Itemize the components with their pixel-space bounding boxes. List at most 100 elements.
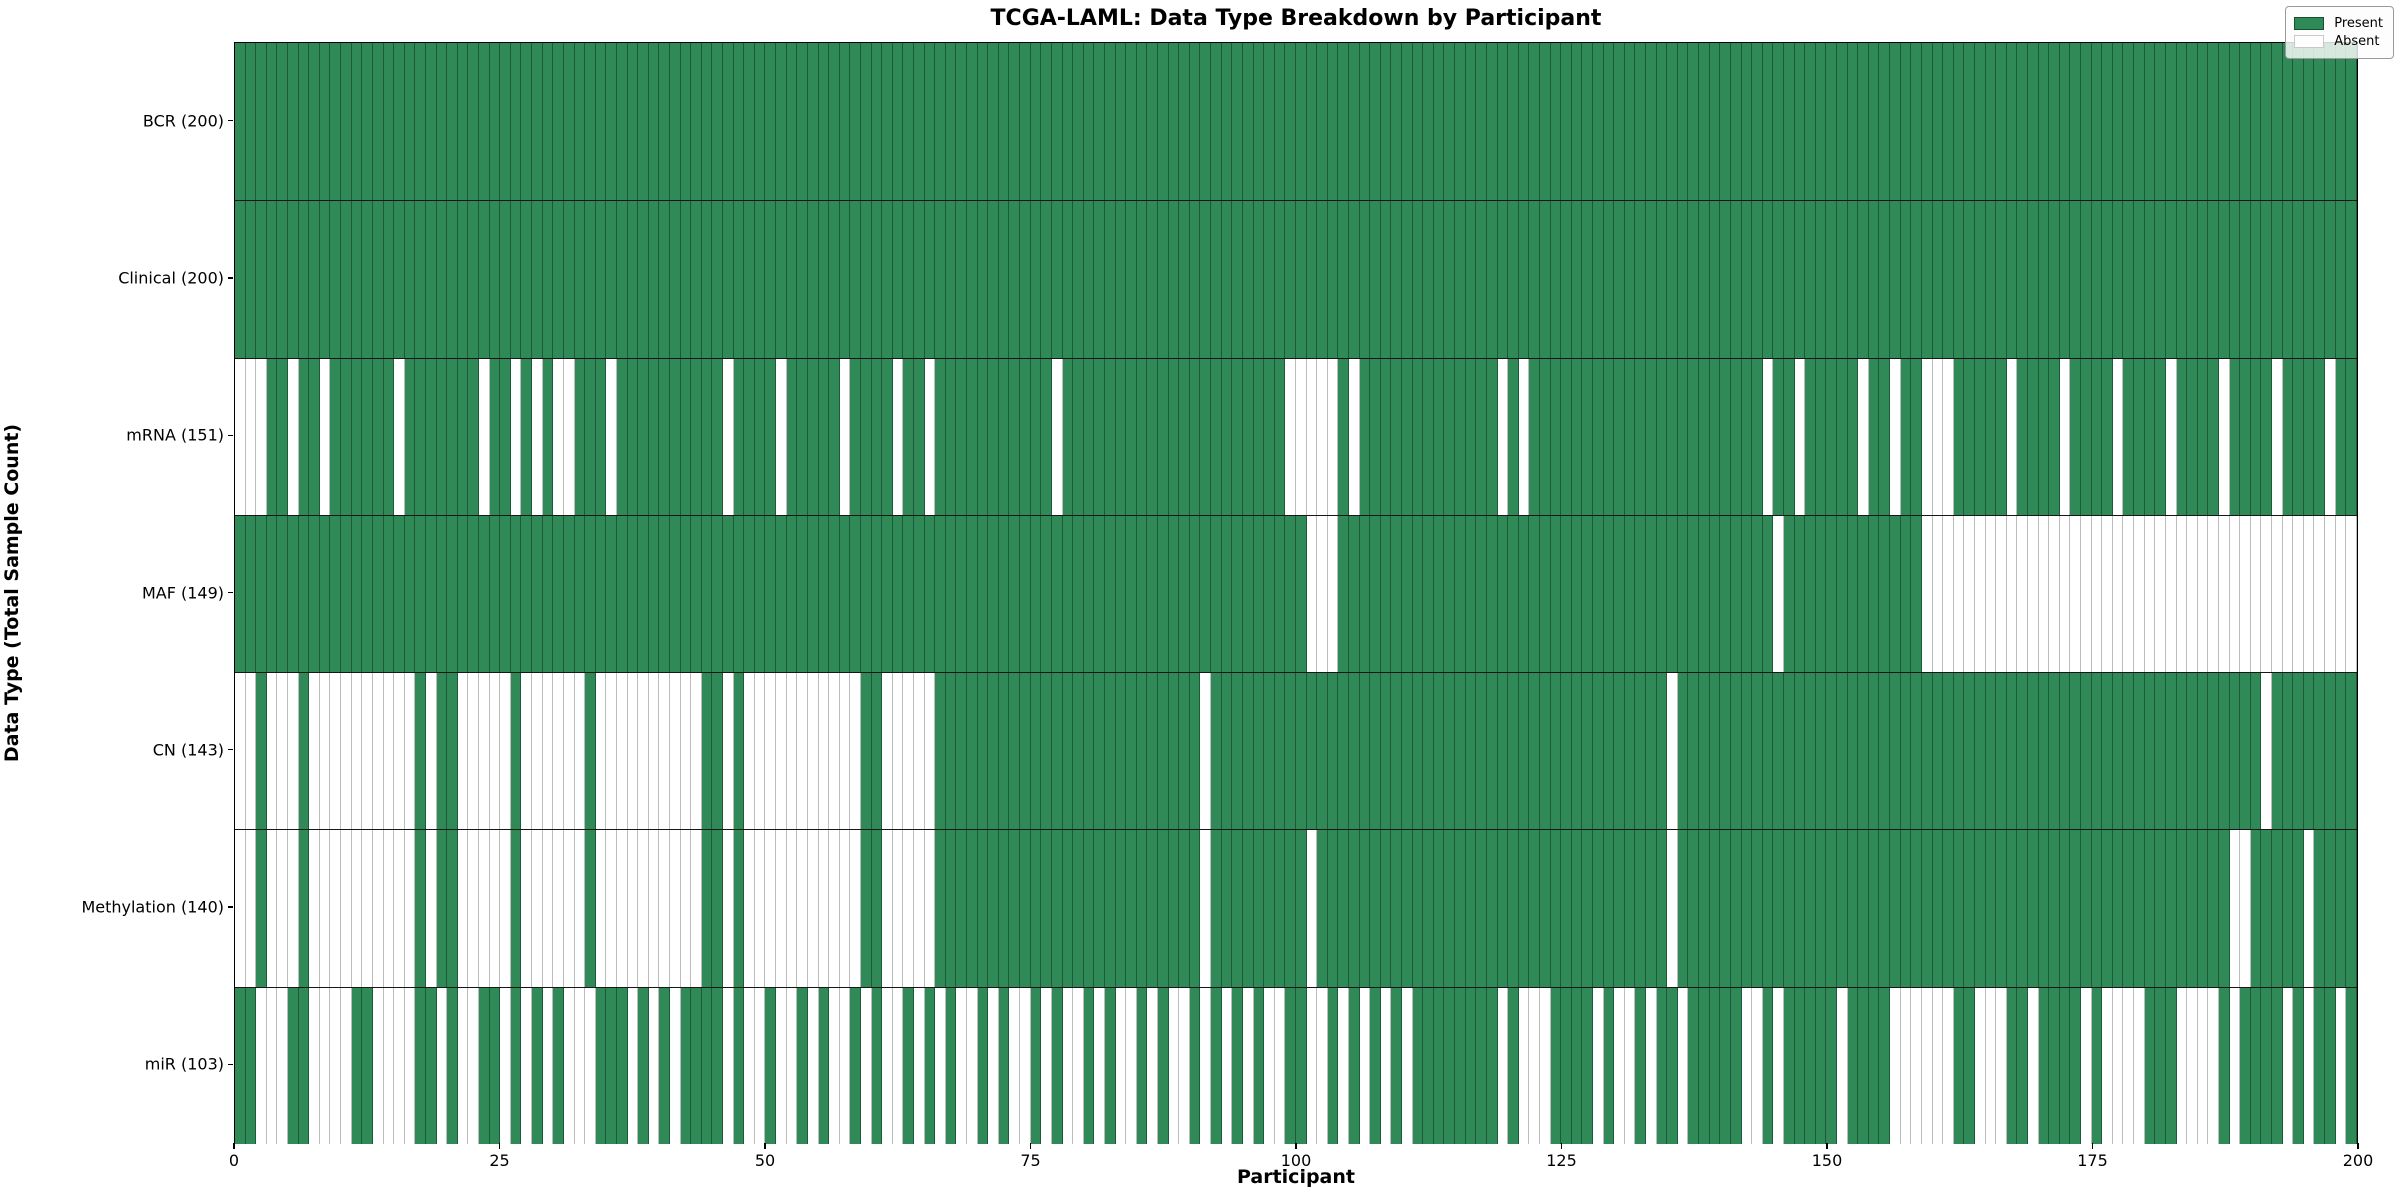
matrix-cell: [2070, 358, 2082, 515]
matrix-cell: [1582, 201, 1593, 358]
matrix-cell: [404, 43, 416, 201]
matrix-cell: [733, 358, 745, 515]
matrix-cell: [1635, 515, 1647, 673]
matrix-cell: [659, 673, 670, 830]
matrix-cell: [2250, 673, 2262, 830]
matrix-cell: [2165, 515, 2177, 673]
matrix-cell: [553, 358, 564, 515]
matrix-cell: [1635, 43, 1647, 201]
matrix-cell: [2187, 673, 2198, 830]
matrix-cell: [1486, 673, 1498, 830]
matrix-cell: [510, 830, 522, 987]
matrix-cell: [1826, 830, 1838, 987]
matrix-cell: [967, 673, 978, 830]
matrix-cell: [1179, 830, 1190, 987]
matrix-cell: [935, 358, 946, 515]
matrix-cell: [1009, 830, 1021, 987]
matrix-cell: [404, 515, 416, 673]
matrix-cell: [1211, 830, 1222, 987]
matrix-cell: [457, 43, 469, 201]
matrix-cell: [309, 673, 320, 830]
matrix-cell: [712, 201, 724, 358]
matrix-cell: [977, 201, 989, 358]
matrix-cell: [1741, 43, 1753, 201]
matrix-cell: [235, 987, 246, 1144]
matrix-cell: [362, 201, 373, 358]
matrix-cell: [2282, 830, 2294, 987]
matrix-cell: [510, 358, 522, 515]
matrix-cell: [2282, 987, 2294, 1144]
matrix-cell: [882, 673, 893, 830]
matrix-cell: [1974, 673, 1986, 830]
matrix-cell: [2250, 515, 2262, 673]
matrix-cell: [2314, 673, 2326, 830]
matrix-cell: [2049, 201, 2060, 358]
matrix-cell: [1656, 43, 1668, 201]
matrix-cell: [1412, 43, 1424, 201]
matrix-cell: [1593, 673, 1604, 830]
matrix-cell: [1911, 515, 1922, 673]
matrix-cell: [1868, 673, 1880, 830]
absent-swatch-icon: [2294, 35, 2325, 48]
matrix-cell: [372, 515, 384, 673]
matrix-cell: [288, 358, 299, 515]
matrix-cell: [2187, 43, 2198, 201]
matrix-cell: [1051, 358, 1063, 515]
matrix-cell: [903, 830, 914, 987]
matrix-cell: [818, 201, 830, 358]
matrix-cell: [924, 201, 936, 358]
matrix-cell: [967, 830, 978, 987]
matrix-cell: [924, 830, 936, 987]
matrix-cell: [1179, 43, 1190, 201]
matrix-cell: [1783, 43, 1795, 201]
matrix-cell: [829, 830, 840, 987]
matrix-cell: [1455, 358, 1466, 515]
matrix-cell: [1730, 987, 1742, 1144]
matrix-cell: [1762, 43, 1774, 201]
matrix-cell: [585, 515, 596, 673]
matrix-cell: [1794, 358, 1806, 515]
matrix-cell: [1826, 673, 1838, 830]
matrix-cell: [1911, 43, 1922, 201]
matrix-cell: [1412, 673, 1424, 830]
matrix-cell: [680, 43, 692, 201]
matrix-cell: [1242, 43, 1254, 201]
matrix-cell: [319, 515, 331, 673]
matrix-cell: [2261, 673, 2272, 830]
matrix-cell: [776, 43, 787, 201]
matrix-cell: [383, 358, 395, 515]
matrix-cell: [1624, 515, 1636, 673]
matrix-cell: [1455, 673, 1466, 830]
matrix-cell: [712, 358, 724, 515]
matrix-cell: [1561, 987, 1572, 1144]
matrix-cell: [1837, 830, 1848, 987]
matrix-cell: [903, 987, 914, 1144]
matrix-cell: [850, 43, 861, 201]
matrix-cell: [2314, 830, 2326, 987]
matrix-cell: [1943, 987, 1954, 1144]
matrix-cell: [1391, 43, 1403, 201]
matrix-cell: [1009, 358, 1021, 515]
heatmap-row-MAF: [235, 514, 2357, 673]
matrix-cell: [563, 358, 575, 515]
matrix-cell: [1476, 830, 1487, 987]
matrix-cell: [2229, 830, 2241, 987]
matrix-cell: [394, 515, 405, 673]
matrix-cell: [521, 358, 533, 515]
matrix-cell: [723, 358, 734, 515]
matrix-cell: [1890, 830, 1901, 987]
matrix-cell: [659, 515, 670, 673]
matrix-cell: [712, 515, 724, 673]
matrix-cell: [1709, 673, 1721, 830]
matrix-cell: [754, 515, 766, 673]
matrix-cell: [691, 43, 702, 201]
matrix-cell: [1253, 201, 1265, 358]
matrix-cell: [2314, 515, 2326, 673]
matrix-cell: [1359, 830, 1371, 987]
matrix-cell: [1317, 830, 1328, 987]
matrix-cell: [574, 830, 586, 987]
matrix-cell: [2240, 43, 2251, 201]
matrix-cell: [786, 43, 798, 201]
matrix-cell: [1826, 987, 1838, 1144]
matrix-cell: [1317, 358, 1328, 515]
